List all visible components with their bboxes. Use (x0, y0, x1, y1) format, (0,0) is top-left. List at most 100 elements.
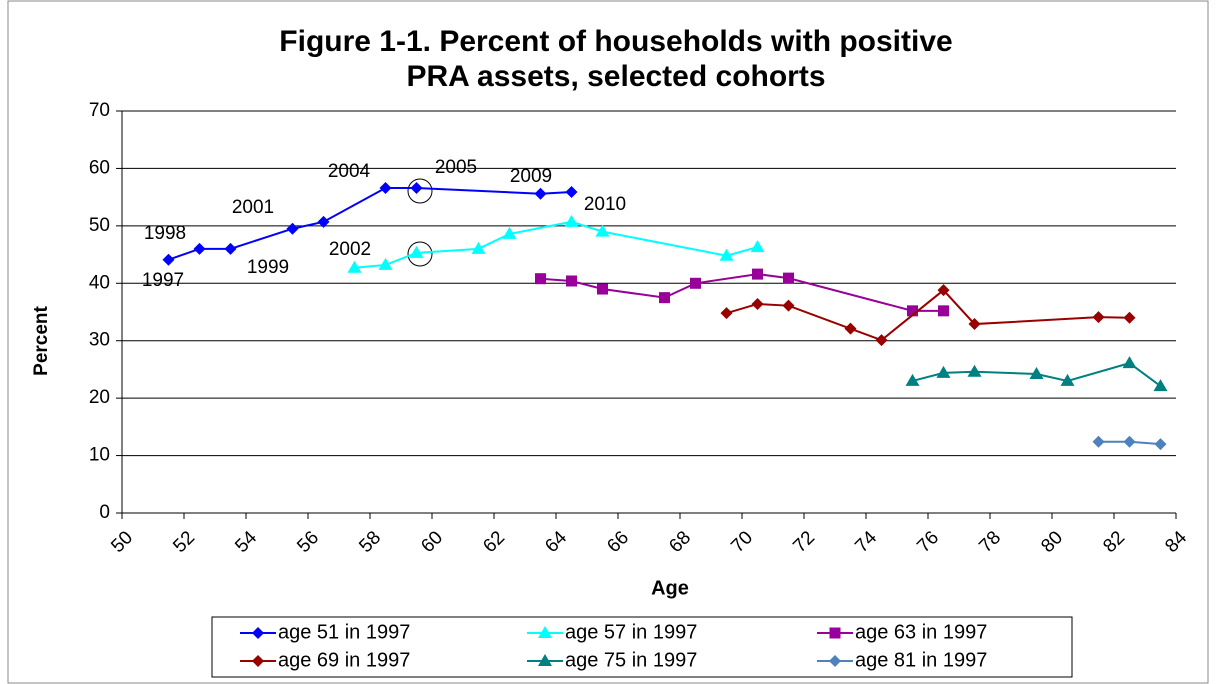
marker (502, 226, 517, 239)
y-tick-label: 20 (89, 387, 110, 408)
x-axis-label: Age (651, 577, 689, 599)
marker (782, 299, 795, 312)
marker (566, 275, 577, 287)
marker (938, 305, 949, 317)
marker (534, 187, 547, 200)
marker (378, 257, 393, 270)
marker (968, 318, 981, 331)
x-tick-label: 54 (231, 527, 261, 557)
x-tick-label: 60 (417, 527, 447, 557)
marker (379, 181, 392, 194)
y-tick-label: 10 (89, 445, 110, 466)
marker (720, 307, 733, 320)
x-tick-label: 74 (851, 527, 881, 557)
marker (967, 364, 982, 377)
annotation: 1998 (144, 223, 186, 244)
legend-label: age 75 in 1997 (565, 649, 697, 671)
chart-title: PRA assets, selected cohorts (406, 60, 825, 93)
marker (905, 373, 920, 386)
marker (597, 283, 608, 295)
chart-frame (7, 0, 1209, 684)
marker (844, 322, 857, 335)
x-tick-label: 84 (1161, 527, 1191, 557)
marker (936, 365, 951, 378)
annotation: 2001 (232, 197, 274, 218)
marker (1154, 438, 1167, 451)
marker (659, 292, 670, 304)
legend-marker (829, 627, 841, 639)
chart-title: Figure 1-1. Percent of households with p… (279, 25, 952, 58)
x-tick-label: 72 (789, 527, 819, 557)
marker (409, 245, 424, 258)
annotation: 1997 (142, 270, 184, 291)
annotation: 2004 (328, 161, 371, 182)
marker (535, 273, 546, 285)
marker (1123, 311, 1136, 324)
annotation: 2009 (510, 166, 552, 187)
marker (410, 181, 423, 194)
y-axis-label: Percent (31, 305, 52, 375)
series-line (354, 220, 758, 269)
marker (1092, 435, 1105, 448)
marker (162, 253, 175, 266)
marker (1122, 356, 1137, 369)
x-tick-label: 70 (727, 527, 757, 557)
marker (347, 260, 362, 273)
legend-label: age 69 in 1997 (278, 649, 410, 671)
legend-marker (252, 627, 264, 639)
x-tick-label: 66 (603, 527, 633, 557)
marker (1123, 435, 1136, 448)
marker (1060, 373, 1075, 386)
y-tick-label: 40 (89, 272, 110, 293)
marker (690, 277, 701, 289)
y-tick-label: 30 (89, 330, 110, 351)
marker (1029, 367, 1044, 380)
legend-marker (829, 655, 841, 667)
legend-label: age 57 in 1997 (565, 621, 697, 643)
series-line (726, 288, 1130, 342)
legend-label: age 81 in 1997 (855, 649, 987, 671)
x-tick-label: 52 (169, 527, 199, 557)
marker (907, 305, 918, 317)
y-tick-label: 70 (89, 100, 110, 121)
marker (224, 242, 237, 255)
legend-box (211, 616, 1073, 678)
x-tick-label: 82 (1099, 527, 1129, 557)
marker (317, 215, 330, 228)
x-tick-label: 58 (355, 527, 385, 557)
annotation: 2002 (329, 239, 371, 260)
x-tick-label: 62 (479, 527, 509, 557)
annotation: 2005 (435, 157, 477, 178)
legend-label: age 63 in 1997 (855, 621, 987, 643)
marker (783, 272, 794, 284)
highlight-circle (407, 241, 433, 267)
marker (719, 248, 734, 261)
marker (1092, 311, 1105, 324)
legend-marker (252, 655, 264, 667)
marker (564, 214, 579, 227)
annotation: 2010 (584, 194, 626, 215)
x-tick-label: 50 (107, 527, 137, 557)
marker (937, 284, 950, 297)
marker (1153, 379, 1168, 392)
x-tick-label: 80 (1037, 527, 1067, 557)
y-tick-label: 60 (89, 157, 110, 178)
y-tick-label: 50 (89, 215, 110, 236)
marker (750, 240, 765, 253)
highlight-circle (407, 178, 433, 204)
legend-label: age 51 in 1997 (278, 621, 410, 643)
marker (286, 222, 299, 235)
annotation: 1999 (247, 257, 289, 278)
y-tick-label: 0 (99, 502, 110, 523)
x-tick-label: 76 (913, 527, 943, 557)
marker (751, 297, 764, 310)
marker (471, 241, 486, 254)
marker (752, 268, 763, 280)
marker (193, 242, 206, 255)
x-tick-label: 64 (541, 527, 571, 557)
marker (565, 185, 578, 198)
marker (595, 224, 610, 237)
marker (875, 334, 888, 347)
